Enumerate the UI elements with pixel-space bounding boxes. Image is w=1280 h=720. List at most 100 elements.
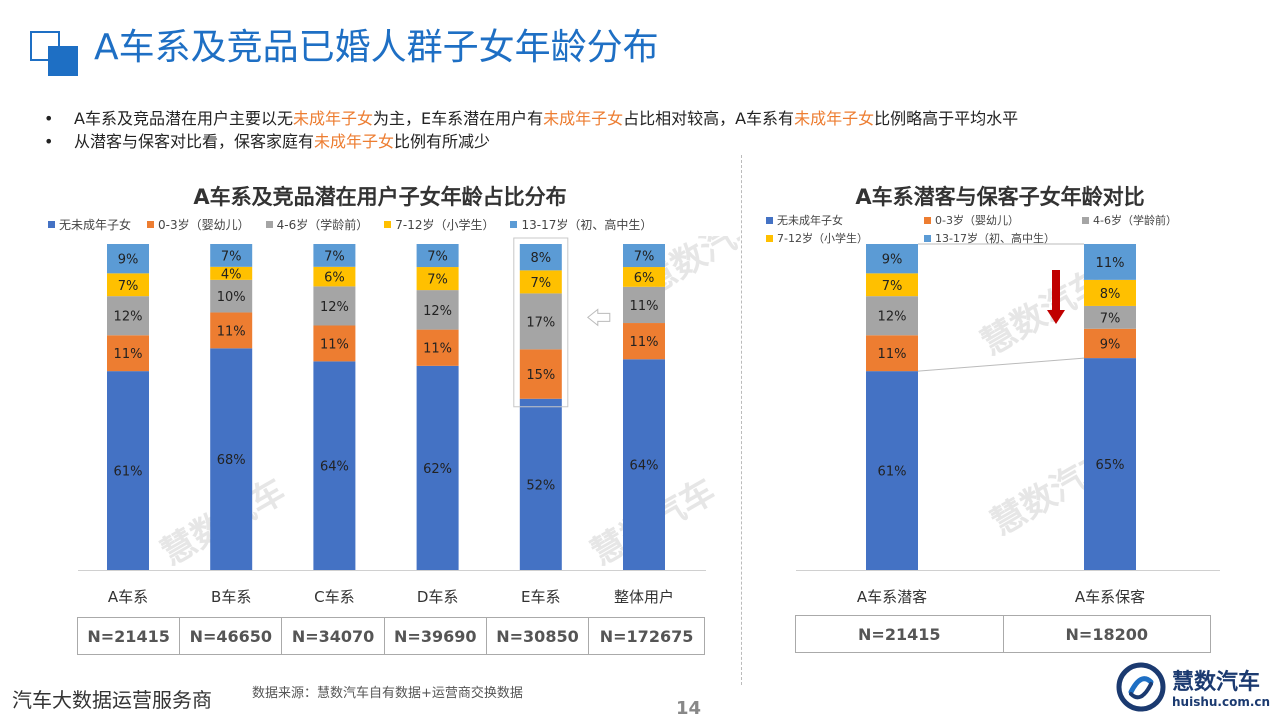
bar-segment bbox=[107, 335, 149, 372]
data-label: 9% bbox=[882, 253, 903, 268]
bar-segment bbox=[623, 286, 665, 324]
sample-size-row-right: N=21415 N=18200 bbox=[795, 615, 1211, 653]
down-arrow-icon bbox=[1052, 270, 1060, 310]
data-label: 7% bbox=[221, 249, 242, 264]
bullet-text: 比例略高于平均水平 bbox=[874, 109, 1019, 128]
legend-swatch bbox=[766, 234, 773, 242]
legend-item: 7-12岁（小学生） bbox=[766, 230, 924, 246]
legend-swatch bbox=[384, 220, 392, 228]
page-title: A车系及竞品已婚人群子女年龄分布 bbox=[94, 27, 659, 68]
legend-item: 无未成年子女 bbox=[48, 215, 131, 233]
sample-size-cell: N=39690 bbox=[383, 617, 487, 655]
bar-segment bbox=[519, 349, 562, 399]
logo-url: huishu.com.cn bbox=[1172, 695, 1271, 709]
bar-segment bbox=[313, 244, 356, 267]
legend-right: 无未成年子女 0-3岁（婴幼儿） 4-6岁（学龄前） 7-12岁（小学生） 13-17岁… bbox=[766, 212, 1206, 246]
bullet-dot: • bbox=[44, 109, 54, 128]
bar-segment bbox=[1084, 358, 1136, 570]
bar-segment bbox=[519, 293, 562, 350]
data-label: 11% bbox=[1096, 256, 1125, 271]
sample-size-cell: N=172675 bbox=[588, 617, 705, 655]
highlight-box bbox=[513, 237, 569, 408]
bullet-text: 从潜客与保客对比看，保客家庭有 bbox=[74, 132, 315, 151]
bar-segment bbox=[313, 266, 356, 287]
bar-segment bbox=[210, 266, 253, 280]
category-tick-label: A车系保客 bbox=[1075, 588, 1145, 606]
bar-segment bbox=[313, 325, 356, 362]
legend-label: 13-17岁（初、高中生） bbox=[521, 217, 653, 232]
data-label: 11% bbox=[423, 342, 452, 357]
bar-segment bbox=[416, 267, 459, 291]
bullet-text: A车系及竞品潜在用户主要以无 bbox=[74, 109, 293, 128]
bar-segment bbox=[107, 296, 149, 336]
data-label: 7% bbox=[634, 250, 655, 265]
data-label: 10% bbox=[217, 290, 246, 305]
legend-label: 4-6岁（学龄前） bbox=[276, 217, 369, 232]
bar-segment bbox=[210, 348, 253, 570]
logo-name: 慧数汽车 bbox=[1172, 670, 1261, 695]
data-label: 11% bbox=[630, 299, 659, 314]
bar-segment bbox=[416, 290, 459, 330]
company-tagline: 汽车大数据运营服务商 bbox=[12, 688, 212, 712]
chart-title-left: A车系及竞品潜在用户子女年龄占比分布 bbox=[193, 185, 567, 209]
bar-segment bbox=[313, 361, 356, 570]
data-label: 61% bbox=[878, 465, 907, 480]
data-label: 12% bbox=[423, 304, 452, 319]
bullet-point-2: • 从潜客与保客对比看，保客家庭有未成年子女比例有所减少 bbox=[44, 131, 490, 153]
sample-size-cell: N=21415 bbox=[76, 617, 181, 655]
bullet-text: 为主，E车系潜在用户有 bbox=[372, 109, 544, 128]
data-label: 11% bbox=[217, 324, 246, 339]
category-tick-label: D车系 bbox=[417, 588, 459, 606]
data-label: 8% bbox=[1100, 287, 1121, 302]
bar-segment bbox=[210, 244, 253, 267]
legend-item: 无未成年子女 bbox=[766, 212, 924, 228]
highlighted-text: 未成年子女 bbox=[543, 109, 624, 128]
legend-label: 无未成年子女 bbox=[777, 214, 843, 227]
bullet-dot: • bbox=[44, 132, 54, 151]
data-source-note: 数据来源：慧数汽车自有数据+运营商交换数据 bbox=[252, 686, 523, 701]
bar-segment bbox=[1084, 305, 1136, 329]
data-label: 68% bbox=[217, 453, 246, 468]
data-label: 11% bbox=[878, 347, 907, 362]
category-tick-label: A车系 bbox=[108, 588, 148, 606]
category-tick-label: B车系 bbox=[211, 588, 251, 606]
bar-segment bbox=[1084, 279, 1136, 306]
bar-segment bbox=[1084, 328, 1136, 359]
legend-item: 13-17岁（初、高中生） bbox=[924, 230, 1082, 246]
bar-segment bbox=[416, 365, 459, 570]
legend-label: 7-12岁（小学生） bbox=[395, 217, 495, 232]
data-label: 15% bbox=[526, 368, 555, 383]
legend-swatch bbox=[1082, 216, 1089, 224]
page-number: 14 bbox=[676, 698, 702, 719]
legend-label: 13-17岁（初、高中生） bbox=[935, 232, 1055, 245]
data-label: 7% bbox=[1100, 311, 1121, 326]
legend-swatch bbox=[48, 220, 55, 228]
sample-size-cell: N=34070 bbox=[281, 617, 385, 655]
data-label: 11% bbox=[320, 337, 349, 352]
highlighted-text: 未成年子女 bbox=[794, 109, 875, 128]
data-label: 7% bbox=[118, 279, 139, 294]
title-decoration-fill bbox=[48, 46, 78, 76]
bar-segment bbox=[1084, 244, 1136, 280]
data-label: 7% bbox=[427, 250, 448, 265]
data-label: 9% bbox=[118, 253, 139, 268]
bar-segment bbox=[623, 244, 665, 268]
data-label: 62% bbox=[423, 462, 452, 477]
data-label: 61% bbox=[114, 465, 143, 480]
bullet-text: 占比相对较高，A车系有 bbox=[623, 109, 795, 128]
bar-segment bbox=[866, 244, 918, 274]
data-label: 4% bbox=[221, 267, 242, 282]
bar-segment bbox=[107, 273, 149, 297]
left-arrow-icon bbox=[586, 308, 611, 327]
data-label: 11% bbox=[114, 347, 143, 362]
data-label: 6% bbox=[324, 271, 345, 286]
data-label: 7% bbox=[324, 249, 345, 264]
legend-left: 无未成年子女 0-3岁（婴幼儿） 4-6岁（学龄前） 7-12岁（小学生） 13-17岁… bbox=[48, 215, 728, 233]
legend-label: 0-3岁（婴幼儿） bbox=[158, 217, 250, 232]
bar-segment bbox=[519, 244, 562, 271]
data-label: 12% bbox=[878, 310, 907, 325]
legend-item: 0-3岁（婴幼儿） bbox=[924, 212, 1082, 228]
highlighted-text: 未成年子女 bbox=[314, 132, 395, 151]
huishu-logo-icon bbox=[1116, 662, 1166, 712]
legend-item: 13-17岁（初、高中生） bbox=[510, 215, 652, 233]
